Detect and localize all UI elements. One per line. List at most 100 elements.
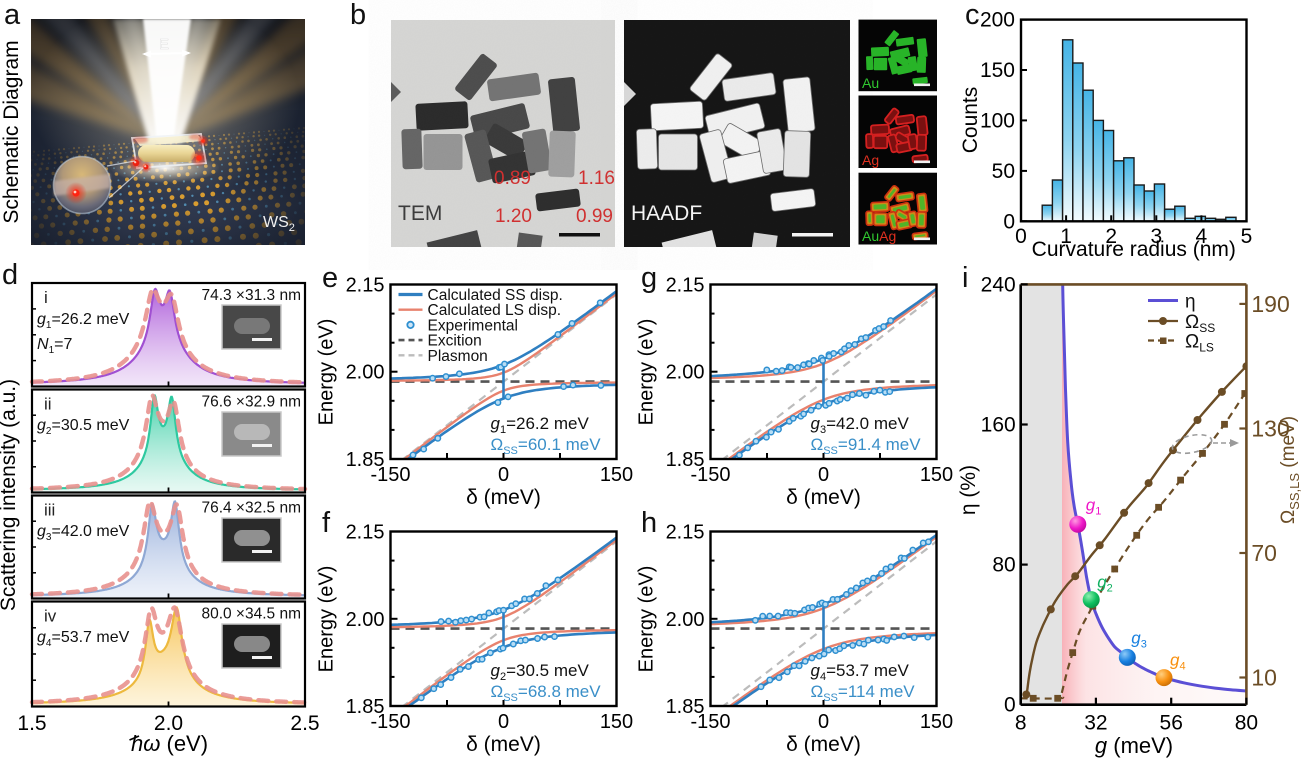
svg-text:80.0 ×34.5 nm: 80.0 ×34.5 nm xyxy=(201,606,301,623)
svg-text:Experimental: Experimental xyxy=(428,317,518,334)
svg-text:2.15: 2.15 xyxy=(346,522,385,544)
svg-text:a: a xyxy=(4,0,21,31)
svg-text:Scattering intensity (a.u.): Scattering intensity (a.u.) xyxy=(0,379,20,611)
svg-text:2: 2 xyxy=(1105,225,1117,248)
svg-text:0: 0 xyxy=(1004,694,1016,717)
svg-text:1.85: 1.85 xyxy=(666,696,705,718)
svg-text:iii: iii xyxy=(44,501,55,520)
svg-text:0: 0 xyxy=(498,464,509,486)
svg-text:2.00: 2.00 xyxy=(346,362,385,384)
svg-text:76.6 ×32.9 nm: 76.6 ×32.9 nm xyxy=(201,394,301,411)
svg-text:Plasmon: Plasmon xyxy=(428,348,488,365)
svg-text:1.85: 1.85 xyxy=(666,449,705,471)
svg-text:hω (eV): hω (eV) xyxy=(131,731,208,756)
svg-text:0: 0 xyxy=(1003,210,1015,233)
svg-text:Calculated SS disp.: Calculated SS disp. xyxy=(428,287,563,304)
svg-text:0: 0 xyxy=(498,711,509,733)
svg-text:150: 150 xyxy=(980,59,1015,82)
svg-text:150: 150 xyxy=(920,711,953,733)
svg-text:g (meV): g (meV) xyxy=(1095,733,1173,758)
svg-text:70: 70 xyxy=(1251,540,1277,566)
svg-text:240: 240 xyxy=(981,273,1016,296)
svg-text:g: g xyxy=(641,262,657,294)
svg-text:δ (meV): δ (meV) xyxy=(466,733,541,756)
svg-text:iv: iv xyxy=(44,607,57,626)
svg-text:Curvature radius (nm): Curvature radius (nm) xyxy=(1032,238,1236,261)
svg-text:δ (meV): δ (meV) xyxy=(466,486,541,509)
svg-text:76.4 ×32.5 nm: 76.4 ×32.5 nm xyxy=(201,500,301,517)
svg-text:2.5: 2.5 xyxy=(290,712,319,735)
svg-text:2.15: 2.15 xyxy=(346,275,385,297)
svg-text:-150: -150 xyxy=(690,711,730,733)
svg-text:130: 130 xyxy=(1251,416,1289,442)
svg-text:g3=42.0 meV: g3=42.0 meV xyxy=(811,414,910,436)
svg-text:i: i xyxy=(44,288,48,307)
svg-text:-150: -150 xyxy=(370,464,410,486)
svg-text:1.16: 1.16 xyxy=(578,168,615,189)
svg-text:0: 0 xyxy=(818,464,829,486)
svg-text:32: 32 xyxy=(1084,712,1107,735)
svg-text:Ag: Ag xyxy=(862,152,879,168)
svg-text:g2=30.5 meV: g2=30.5 meV xyxy=(37,417,130,437)
svg-text:0.99: 0.99 xyxy=(576,206,613,227)
svg-text:80: 80 xyxy=(1235,712,1258,735)
svg-text:150: 150 xyxy=(600,464,633,486)
svg-text:f: f xyxy=(322,507,331,539)
svg-text:-150: -150 xyxy=(690,464,730,486)
svg-text:2.0: 2.0 xyxy=(154,712,183,735)
svg-text:0: 0 xyxy=(1015,225,1027,248)
svg-text:e: e xyxy=(322,262,338,294)
svg-text:HAADF: HAADF xyxy=(631,202,702,225)
svg-text:2.15: 2.15 xyxy=(666,275,705,297)
svg-text:Au: Au xyxy=(862,75,879,91)
svg-text:80: 80 xyxy=(992,554,1015,577)
svg-text:150: 150 xyxy=(920,464,953,486)
svg-text:g4=53.7 meV: g4=53.7 meV xyxy=(37,629,130,649)
svg-text:η (%): η (%) xyxy=(957,465,980,515)
svg-text:150: 150 xyxy=(600,711,633,733)
svg-text:50: 50 xyxy=(992,160,1015,183)
svg-text:200: 200 xyxy=(980,9,1015,32)
svg-text:10: 10 xyxy=(1251,665,1277,691)
svg-text:ΩSS=68.8 meV: ΩSS=68.8 meV xyxy=(491,682,602,704)
svg-text:0: 0 xyxy=(818,711,829,733)
svg-text:1.85: 1.85 xyxy=(346,449,385,471)
svg-text:0.89: 0.89 xyxy=(494,168,531,189)
svg-text:d: d xyxy=(2,259,18,291)
svg-text:N1=7: N1=7 xyxy=(37,336,72,356)
svg-text:ΩSS=91.4 meV: ΩSS=91.4 meV xyxy=(811,435,922,457)
svg-text:g2=30.5 meV: g2=30.5 meV xyxy=(491,661,590,683)
svg-text:4: 4 xyxy=(1196,225,1208,248)
svg-text:b: b xyxy=(350,0,366,31)
svg-text:δ (meV): δ (meV) xyxy=(786,733,861,756)
svg-text:c: c xyxy=(965,0,980,31)
svg-text:ΩSS=60.1 meV: ΩSS=60.1 meV xyxy=(491,435,602,457)
svg-text:1.85: 1.85 xyxy=(346,696,385,718)
svg-text:g4=53.7 meV: g4=53.7 meV xyxy=(811,661,910,683)
svg-text:Energy (eV): Energy (eV) xyxy=(636,319,658,426)
svg-text:Energy (eV): Energy (eV) xyxy=(316,319,338,426)
svg-text:1.20: 1.20 xyxy=(495,206,532,227)
svg-text:Energy (eV): Energy (eV) xyxy=(316,566,338,673)
svg-text:2.00: 2.00 xyxy=(666,362,705,384)
svg-text:160: 160 xyxy=(981,414,1016,437)
svg-text:2.00: 2.00 xyxy=(666,609,705,631)
svg-text:g1=26.2 meV: g1=26.2 meV xyxy=(37,311,130,331)
svg-text:i: i xyxy=(962,262,968,294)
svg-text:E: E xyxy=(159,36,169,53)
svg-text:190: 190 xyxy=(1251,291,1289,317)
svg-text:WS2: WS2 xyxy=(263,214,295,234)
svg-text:Energy (eV): Energy (eV) xyxy=(636,566,658,673)
svg-text:TEM: TEM xyxy=(398,202,442,225)
svg-text:8: 8 xyxy=(1015,712,1027,735)
svg-text:η: η xyxy=(1185,292,1196,313)
svg-text:1: 1 xyxy=(1060,225,1072,248)
svg-text:Counts: Counts xyxy=(959,87,982,154)
svg-text:5: 5 xyxy=(1241,225,1253,248)
svg-text:g3=42.0 meV: g3=42.0 meV xyxy=(37,523,130,543)
svg-text:1.5: 1.5 xyxy=(17,712,46,735)
svg-text:g1=26.2 meV: g1=26.2 meV xyxy=(491,414,590,436)
svg-text:Schematic Diagram: Schematic Diagram xyxy=(0,40,23,223)
svg-text:h: h xyxy=(641,507,657,539)
svg-text:3: 3 xyxy=(1150,225,1162,248)
